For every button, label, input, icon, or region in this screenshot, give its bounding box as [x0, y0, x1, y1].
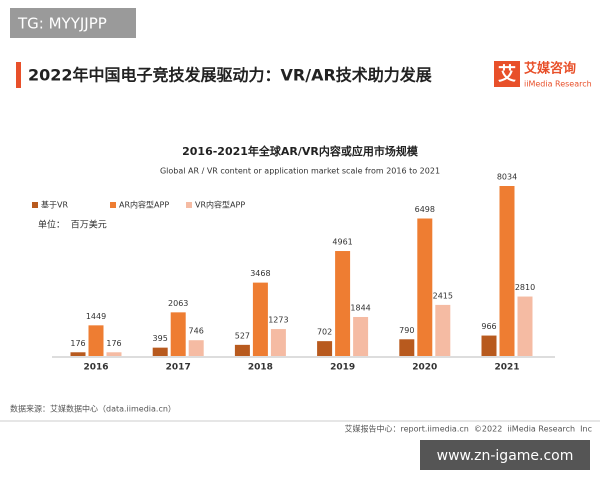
bar — [335, 251, 351, 356]
data-label: 1449 — [86, 312, 106, 321]
bar — [481, 335, 497, 356]
logo-name: 艾媒咨询 — [524, 61, 576, 77]
data-label: 4961 — [332, 238, 352, 247]
logo-box — [494, 61, 520, 87]
data-label: 2415 — [433, 291, 453, 300]
bar — [70, 352, 86, 356]
data-label: 790 — [399, 326, 414, 335]
data-label: 702 — [317, 328, 332, 337]
bar — [252, 282, 268, 356]
bar — [417, 218, 433, 356]
data-label: 1273 — [268, 316, 288, 325]
chart-subtitle: Global AR / VR content or application ma… — [160, 167, 440, 176]
watermark-box — [10, 8, 136, 38]
data-label: 3468 — [250, 269, 270, 278]
data-label: 395 — [153, 334, 168, 343]
bar — [435, 304, 451, 356]
data-label: 2810 — [515, 283, 535, 292]
data-label: 746 — [189, 327, 204, 336]
bar — [170, 312, 186, 356]
unit-label: 单位： 百万美元 — [38, 219, 107, 231]
x-tick-label: 2018 — [248, 363, 273, 373]
bar — [317, 341, 333, 356]
logo-sub: iiMedia Research — [524, 80, 592, 89]
legend-label: AR内容型APP — [119, 200, 169, 210]
legend-label: VR内容型APP — [195, 200, 245, 210]
chart-title: 2016-2021年全球AR/VR内容或应用市场规模 — [182, 144, 419, 158]
bar — [188, 340, 204, 356]
data-label: 176 — [106, 339, 121, 348]
data-label: 527 — [235, 331, 250, 340]
x-tick-label: 2019 — [330, 363, 355, 373]
data-label: 966 — [481, 322, 496, 331]
bar — [88, 325, 104, 356]
legend-swatch — [186, 202, 192, 208]
watermark-box — [420, 440, 590, 470]
x-tick-label: 2017 — [166, 363, 191, 373]
bar — [353, 316, 369, 356]
bar — [152, 347, 168, 356]
data-label: 2063 — [168, 299, 188, 308]
title-accent — [16, 62, 21, 88]
bar — [106, 352, 122, 356]
bar — [499, 186, 515, 356]
legend-label: 基于VR — [41, 200, 68, 210]
legend-swatch — [32, 202, 38, 208]
data-label: 6498 — [415, 205, 435, 214]
data-label: 176 — [70, 339, 85, 348]
footer: 艾媒报告中心：report.iimedia.cn ©2022 iiMedia R… — [344, 424, 592, 434]
watermark-top: TG: MYYJJPP — [17, 15, 107, 33]
x-tick-label: 2020 — [412, 363, 437, 373]
data-label: 8034 — [497, 173, 517, 182]
page-title: 2022年中国电子竞技发展驱动力：VR/AR技术助力发展 — [28, 66, 433, 85]
bar — [517, 296, 533, 356]
bar — [234, 344, 250, 356]
x-tick-label: 2016 — [83, 363, 108, 373]
x-tick-label: 2021 — [494, 363, 519, 373]
logo-mark: 艾 — [498, 63, 516, 85]
source: 数据来源：艾媒数据中心（data.iimedia.cn） — [10, 404, 176, 414]
bar — [399, 339, 415, 356]
data-label: 1844 — [350, 303, 370, 312]
bar — [270, 329, 286, 356]
legend-swatch — [110, 202, 116, 208]
watermark-bottom: www.zn-igame.com — [437, 448, 574, 464]
